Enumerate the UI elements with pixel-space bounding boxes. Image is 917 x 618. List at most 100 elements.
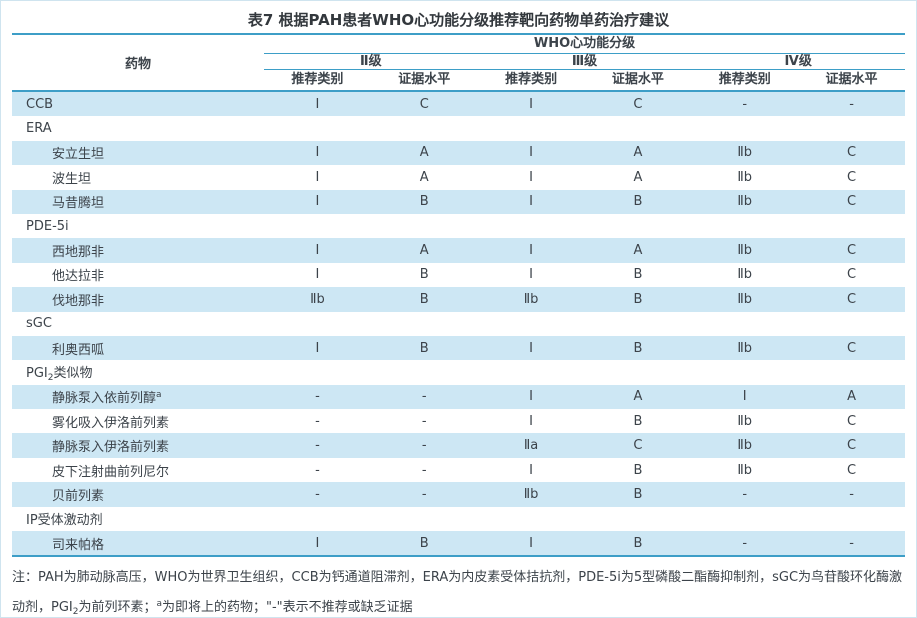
- value-cell-3: Ⅱb: [523, 291, 539, 307]
- drug-name: 静脉泵入依前列醇a: [52, 390, 162, 407]
- value-cell-5: -: [742, 96, 748, 112]
- value-cell-6: C: [847, 145, 857, 161]
- table-row: 司来帕格 Ⅰ B Ⅰ B - -: [12, 531, 905, 556]
- value-cell-1: Ⅰ: [315, 535, 320, 551]
- table-title: 表7 根据PAH患者WHO心功能分级推荐靶向药物单药治疗建议: [247, 11, 670, 29]
- value-cell-1: Ⅰ: [315, 194, 320, 210]
- drug-name: 马昔腾坦: [52, 196, 105, 212]
- value-cell-2: B: [419, 194, 429, 210]
- value-cell-3: Ⅰ: [529, 462, 533, 478]
- class-header-1: Ⅱ级: [360, 54, 382, 69]
- value-cell-3: Ⅰ: [529, 340, 533, 356]
- drug-name: 司来帕格: [52, 537, 105, 553]
- sub-header-6: 证据水平: [825, 72, 878, 87]
- drug-name: IP受体激动剂: [26, 513, 103, 529]
- value-cell-5: Ⅱb: [737, 169, 753, 185]
- value-cell-3: Ⅰ: [529, 267, 533, 283]
- value-cell-4: A: [633, 169, 643, 185]
- value-cell-4: A: [633, 243, 643, 259]
- drug-name: 皮下注射曲前列尼尔: [52, 464, 170, 480]
- drug-name: ERA: [26, 121, 52, 137]
- section-row: sGC: [12, 312, 905, 336]
- value-cell-6: A: [847, 389, 856, 405]
- value-cell-5: Ⅱb: [737, 413, 753, 429]
- value-cell-5: Ⅱb: [737, 438, 753, 454]
- table-row: 贝前列素 - - Ⅱb B - -: [12, 482, 905, 507]
- value-cell-6: -: [849, 535, 854, 551]
- recommendation-table: 药物 WHO心功能分级 Ⅱ级 Ⅲ级 Ⅳ级 推荐类别 证据水平 推荐类别 证据水平 推荐类别 证…: [12, 33, 905, 558]
- drug-name: 雾化吸入伊洛前列素: [52, 415, 170, 431]
- value-cell-2: A: [419, 243, 429, 259]
- value-cell-6: C: [847, 438, 857, 454]
- value-cell-5: -: [742, 486, 748, 502]
- value-cell-1: -: [315, 438, 320, 454]
- value-cell-4: B: [633, 291, 643, 307]
- drug-name: 静脉泵入伊洛前列素: [52, 440, 170, 456]
- value-cell-4: B: [633, 462, 643, 478]
- value-cell-3: Ⅰ: [529, 389, 533, 405]
- table-row: 波生坦 Ⅰ A Ⅰ A Ⅱb C: [12, 165, 905, 189]
- value-cell-3: Ⅱa: [523, 438, 539, 454]
- class-header-row: Ⅱ级 Ⅲ级 Ⅳ级: [264, 54, 905, 70]
- value-cell-6: C: [847, 194, 857, 210]
- table-row: 西地那非 Ⅰ A Ⅰ A Ⅱb C: [12, 238, 905, 263]
- table-header: 药物 WHO心功能分级 Ⅱ级 Ⅲ级 Ⅳ级 推荐类别 证据水平 推荐类别 证据水平 推荐类别 证…: [12, 33, 905, 92]
- value-cell-1: Ⅱb: [310, 291, 325, 307]
- section-row: PGI2类似物: [12, 360, 905, 384]
- table-row: 静脉泵入伊洛前列素 - - Ⅱa C Ⅱb C: [12, 433, 905, 458]
- value-cell-6: -: [849, 486, 854, 502]
- value-cell-3: Ⅰ: [529, 535, 533, 551]
- value-cell-3: Ⅰ: [529, 194, 533, 210]
- value-cell-4: A: [633, 389, 643, 405]
- column-header-drug: 药物: [124, 57, 151, 72]
- drug-name: CCB: [26, 96, 54, 112]
- value-cell-1: Ⅰ: [315, 169, 320, 185]
- table-row: 伐地那非 Ⅱb B Ⅱb B Ⅱb C: [12, 287, 905, 312]
- sub-header-row: 推荐类别 证据水平 推荐类别 证据水平 推荐类别 证据水平: [264, 70, 905, 90]
- value-cell-5: Ⅱb: [737, 462, 753, 478]
- footnote: 注：PAH为肺动脉高压，WHO为世界卫生组织，CCB为钙通道阻滞剂，ERA为内皮…: [12, 570, 903, 618]
- value-cell-6: C: [847, 243, 857, 259]
- value-cell-6: C: [847, 413, 857, 429]
- value-cell-2: -: [421, 389, 427, 405]
- table-row: 皮下注射曲前列尼尔 - - Ⅰ B Ⅱb C: [12, 458, 905, 482]
- value-cell-5: Ⅱb: [737, 194, 753, 210]
- class-header-3: Ⅳ级: [784, 54, 812, 69]
- table-row: 利奥西呱 Ⅰ B Ⅰ B Ⅱb C: [12, 335, 905, 361]
- value-cell-4: B: [633, 535, 643, 551]
- value-cell-3: Ⅰ: [529, 413, 533, 429]
- value-cell-2: B: [419, 267, 429, 283]
- table-row: 马昔腾坦 Ⅰ B Ⅰ B Ⅱb C: [12, 189, 905, 214]
- value-cell-4: B: [633, 413, 643, 429]
- drug-name: 伐地那非: [52, 293, 105, 309]
- drug-name: PGI2类似物: [26, 365, 93, 383]
- value-cell-2: A: [419, 169, 429, 185]
- drug-name: 波生坦: [52, 171, 92, 187]
- value-cell-2: -: [421, 438, 427, 454]
- value-cell-4: C: [633, 96, 643, 112]
- value-cell-2: B: [419, 535, 429, 551]
- section-row: IP受体激动剂: [12, 507, 905, 531]
- value-cell-2: B: [419, 291, 429, 307]
- value-cell-2: B: [419, 340, 429, 356]
- table-row: 他达拉非 Ⅰ B Ⅰ B Ⅱb C: [12, 263, 905, 287]
- value-cell-5: Ⅰ: [742, 389, 747, 405]
- sub-header-3: 推荐类别: [505, 72, 558, 87]
- value-cell-3: Ⅰ: [529, 169, 533, 185]
- value-cell-2: -: [421, 486, 427, 502]
- value-cell-4: A: [633, 145, 643, 161]
- value-cell-2: -: [421, 462, 427, 478]
- value-cell-5: Ⅱb: [737, 145, 753, 161]
- table-row: CCB Ⅰ C Ⅰ C - -: [12, 92, 905, 117]
- value-cell-1: Ⅰ: [315, 145, 320, 161]
- value-cell-6: C: [847, 462, 857, 478]
- value-cell-2: C: [419, 96, 429, 112]
- sub-header-5: 推荐类别: [718, 72, 771, 87]
- value-cell-6: C: [847, 169, 857, 185]
- table-row: 静脉泵入依前列醇a - - Ⅰ A Ⅰ A: [12, 384, 905, 410]
- value-cell-1: Ⅰ: [315, 340, 320, 356]
- value-cell-1: -: [315, 389, 320, 405]
- table-body: CCB Ⅰ C Ⅰ C - - ERA 安立生坦 Ⅰ A Ⅰ A Ⅱb C 波生坦 Ⅰ A Ⅰ A Ⅱb C 马昔腾坦 Ⅰ B Ⅰ…: [12, 92, 905, 558]
- value-cell-5: Ⅱb: [737, 340, 753, 356]
- value-cell-6: C: [847, 291, 857, 307]
